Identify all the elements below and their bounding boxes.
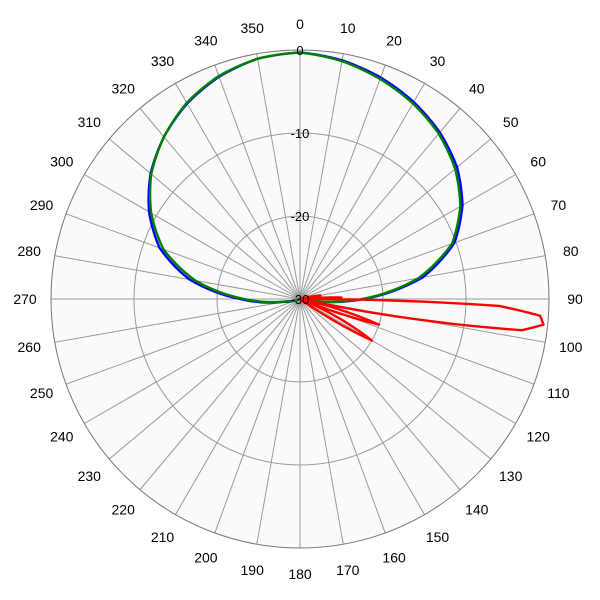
spoke-line [299, 298, 386, 534]
angle-tick-label: 10 [340, 20, 356, 36]
spoke-line [299, 53, 344, 300]
angle-tick-label: 200 [194, 549, 218, 565]
angle-tick-label: 330 [151, 53, 175, 69]
spoke-line [84, 298, 301, 424]
angle-tick-label: 190 [241, 562, 265, 578]
angle-tick-label: 290 [30, 197, 54, 213]
angle-tick-label: 120 [527, 429, 551, 445]
spoke-line [299, 298, 461, 491]
spoke-line [299, 107, 461, 300]
spoke-line [299, 298, 425, 515]
angle-tick-label: 240 [50, 429, 74, 445]
spoke-line [299, 298, 492, 460]
angle-tick-label: 130 [499, 468, 523, 484]
angle-tick-label: 250 [30, 385, 54, 401]
angle-tick-label: 230 [78, 468, 102, 484]
spoke-line [256, 298, 301, 545]
angle-tick-label: 150 [426, 529, 450, 545]
angle-tick-label: 110 [547, 385, 570, 401]
spoke-line [299, 174, 516, 300]
angle-tick-label: 50 [503, 114, 519, 130]
spoke-line [175, 298, 301, 515]
angle-tick-label: 300 [50, 154, 74, 170]
angle-tick-label: 210 [151, 529, 175, 545]
spoke-line [256, 53, 301, 300]
angle-tick-label: 160 [382, 549, 406, 565]
spoke-line [299, 298, 344, 545]
grid-ring [133, 132, 467, 466]
spoke-line [299, 213, 535, 300]
angle-tick-label: 20 [386, 33, 402, 49]
spoke-line [139, 107, 301, 300]
angle-tick-label: 180 [288, 566, 312, 582]
angle-tick-label: 350 [241, 20, 265, 36]
spoke-line [54, 298, 301, 343]
spoke-line [108, 138, 301, 300]
radial-tick-label: 0 [296, 43, 303, 58]
angle-tick-label: 30 [430, 53, 446, 69]
grid-ring [216, 215, 384, 383]
spoke-line [214, 298, 301, 534]
angle-tick-label: 340 [194, 33, 218, 49]
angle-tick-label: 140 [465, 502, 489, 518]
angle-tick-label: 270 [13, 291, 37, 307]
spoke-line [108, 298, 301, 460]
series-3-line [298, 294, 545, 342]
radial-tick-label: -30 [291, 292, 310, 307]
angle-tick-label: 70 [551, 197, 567, 213]
angle-tick-label: 170 [336, 562, 360, 578]
angle-tick-label: 100 [559, 339, 583, 355]
angle-tick-label: 310 [78, 114, 102, 130]
radial-tick-label: -20 [291, 209, 310, 224]
angle-tick-label: 60 [530, 154, 546, 170]
angle-tick-label: 260 [18, 339, 42, 355]
outer-ring [50, 49, 550, 549]
angle-tick-label: 320 [112, 80, 136, 96]
spoke-line [175, 83, 301, 300]
spoke-line [299, 64, 386, 300]
spoke-line [214, 64, 301, 300]
spoke-line [84, 174, 301, 300]
angle-tick-label: 0 [296, 16, 304, 32]
spoke-line [54, 255, 301, 300]
angle-tick-label: 280 [18, 243, 42, 259]
spoke-line [299, 138, 492, 300]
spoke-line [139, 298, 301, 491]
radial-tick-label: -10 [291, 126, 310, 141]
spoke-line [299, 298, 516, 424]
spoke-line [299, 83, 425, 300]
angle-tick-label: 90 [567, 291, 583, 307]
spoke-line [65, 298, 301, 385]
angle-tick-label: 80 [563, 243, 579, 259]
angle-tick-label: 40 [469, 80, 485, 96]
angle-tick-label: 220 [112, 502, 136, 518]
spoke-line [65, 213, 301, 300]
